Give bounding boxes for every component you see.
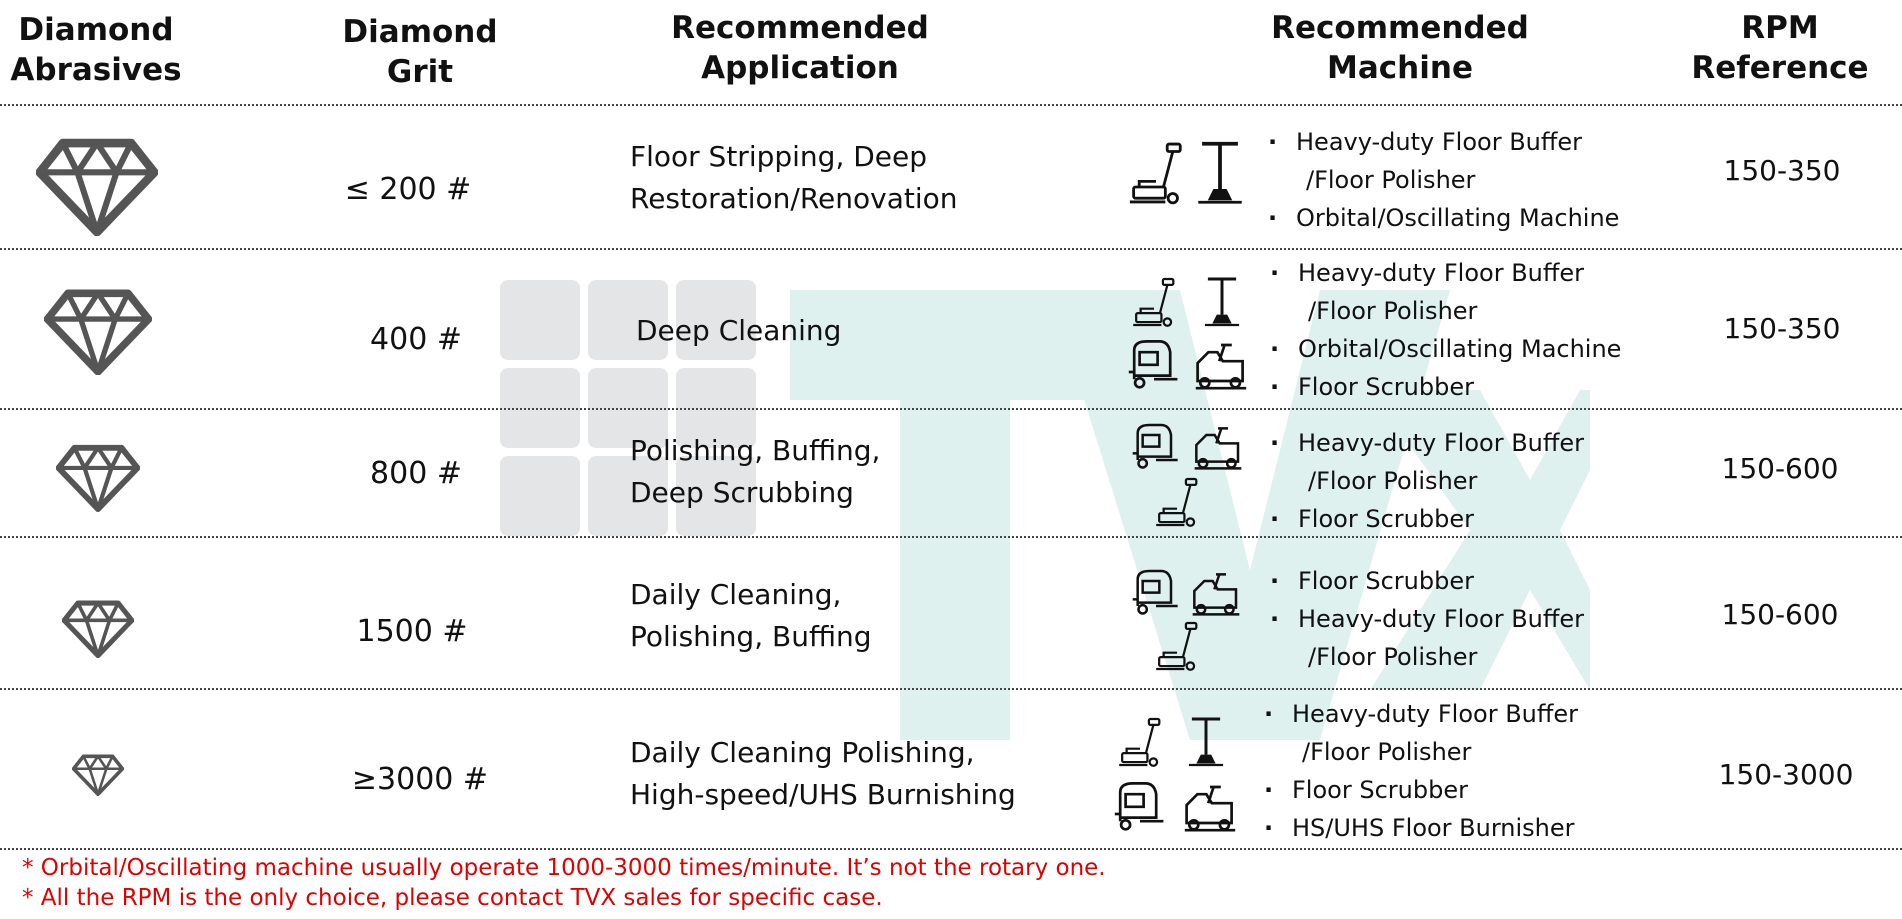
walk-behind-scrubber-icon [1130,420,1182,470]
machine-item: /Floor Polisher [1308,467,1478,495]
rpm-value: 150-350 [1723,154,1841,187]
floor-polisher-icon [1186,716,1226,768]
machine-list: Floor Scrubber Heavy-duty Floor Buffer /… [1270,562,1584,676]
floor-polisher-icon [1196,140,1244,206]
machine-item: /Floor Polisher [1306,166,1476,194]
machine-item: Orbital/Oscillating Machine [1270,330,1621,368]
diamond-icon [62,600,134,658]
header-line: Recommended [1271,10,1529,46]
floor-buffer-icon [1152,476,1202,528]
application-line: Deep Scrubbing [630,476,854,509]
diamond-icon [44,289,152,375]
header-recommended-application: Recommended Application [650,8,950,88]
header-line: Recommended [671,10,929,46]
machine-item: HS/UHS Floor Burnisher [1264,809,1578,847]
machine-item: Heavy-duty Floor Buffer [1264,695,1578,733]
grit-value: ≤ 200 # [344,172,472,207]
machine-list: Heavy-duty Floor Buffer /Floor Polisher … [1268,123,1619,237]
machine-list: Heavy-duty Floor Buffer /Floor Polisher … [1264,695,1578,847]
ride-on-scrubber-icon [1188,566,1244,616]
header-line: Machine [1327,50,1473,86]
row-divider [0,104,1902,106]
ride-on-scrubber-icon [1192,336,1250,390]
rpm-value: 150-3000 [1718,758,1854,791]
application-line: Polishing, Buffing, [630,434,881,467]
rpm-value: 150-600 [1721,598,1839,631]
header-diamond-grit: Diamond Grit [330,12,510,92]
application-line: Restoration/Renovation [630,182,958,215]
application-text: Daily Cleaning, Polishing, Buffing [630,574,872,658]
row-divider [0,848,1902,850]
machine-item: /Floor Polisher [1302,738,1472,766]
application-line: Deep Cleaning [636,314,842,347]
header-line: Diamond [18,12,174,48]
machine-item: Floor Scrubber [1270,368,1621,406]
header-line: Reference [1691,50,1869,86]
machine-list: Heavy-duty Floor Buffer /Floor Polisher … [1270,424,1584,538]
header-line: Abrasives [10,52,182,88]
machine-item: Floor Scrubber [1270,500,1584,538]
walk-behind-scrubber-icon [1112,778,1168,832]
header-line: Application [701,50,899,86]
application-text: Floor Stripping, Deep Restoration/Renova… [630,136,958,220]
ride-on-scrubber-icon [1190,420,1246,470]
machine-item: Heavy-duty Floor Buffer [1270,254,1621,292]
header-line: Diamond [342,14,498,50]
diamond-icon [56,444,140,512]
machine-list: Heavy-duty Floor Buffer /Floor Polisher … [1270,254,1621,406]
header-recommended-machine: Recommended Machine [1250,8,1550,88]
rpm-value: 150-350 [1723,312,1841,345]
application-text: Polishing, Buffing, Deep Scrubbing [630,430,880,514]
machine-item: Floor Scrubber [1270,562,1584,600]
application-line: Daily Cleaning, [630,578,842,611]
row-divider [0,688,1902,690]
header-line: Grit [386,54,454,90]
floor-polisher-icon [1202,276,1242,328]
row-divider [0,248,1902,250]
row-divider [0,408,1902,410]
machine-item: Heavy-duty Floor Buffer [1270,600,1584,638]
row-divider [0,536,1902,538]
footnote: * Orbital/Oscillating machine usually op… [22,855,1106,881]
grit-value: 800 # [370,456,462,491]
walk-behind-scrubber-icon [1126,336,1182,390]
grit-value: 400 # [370,322,462,357]
application-text: Daily Cleaning Polishing, High-speed/UHS… [630,732,1016,816]
diamond-icon [36,138,158,236]
floor-buffer-icon [1114,716,1166,768]
diamond-icon [72,754,124,796]
ride-on-scrubber-icon [1180,778,1240,832]
application-line: Floor Stripping, Deep [630,140,928,173]
header-diamond-abrasives: Diamond Abrasives [6,10,186,90]
floor-buffer-icon [1128,276,1180,328]
header-line: RPM [1741,10,1819,46]
rpm-value: 150-600 [1721,452,1839,485]
footnote: * All the RPM is the only choice, please… [22,885,883,911]
machine-item: Heavy-duty Floor Buffer [1268,123,1619,161]
machine-item: Floor Scrubber [1264,771,1578,809]
floor-buffer-icon [1128,140,1184,206]
application-line: High-speed/UHS Burnishing [630,778,1016,811]
walk-behind-scrubber-icon [1130,566,1182,616]
machine-item: Orbital/Oscillating Machine [1268,199,1619,237]
grit-value: 1500 # [356,614,468,649]
application-line: Polishing, Buffing [630,620,872,653]
floor-buffer-icon [1152,620,1202,672]
header-rpm-reference: RPM Reference [1680,8,1880,88]
application-line: Daily Cleaning Polishing, [630,736,975,769]
machine-item: /Floor Polisher [1308,643,1478,671]
application-text: Deep Cleaning [636,310,841,352]
machine-item: Heavy-duty Floor Buffer [1270,424,1584,462]
machine-item: /Floor Polisher [1308,297,1478,325]
grit-value: ≥3000 # [351,762,489,797]
